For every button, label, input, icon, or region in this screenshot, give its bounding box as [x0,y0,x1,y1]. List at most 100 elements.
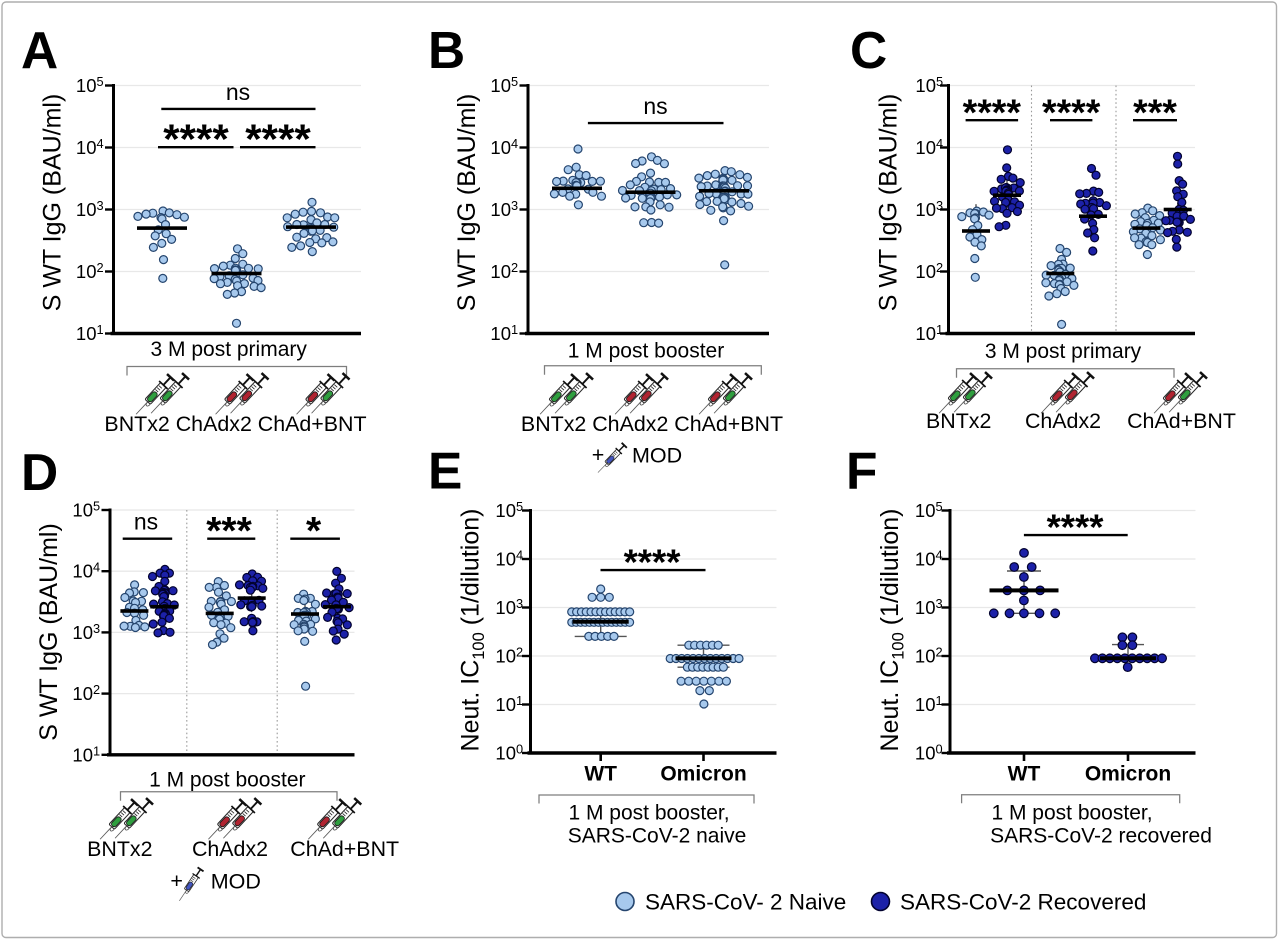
svg-text:Neut. IC100​ (1/dilution): Neut. IC100​ (1/dilution) [876,509,908,752]
svg-text:10: 10 [495,646,516,667]
svg-text:S WT IgG (BAU/ml): S WT IgG (BAU/ml) [453,94,481,312]
svg-text:****: **** [163,116,229,163]
svg-text:10: 10 [490,75,511,96]
svg-text:5: 5 [936,74,943,89]
svg-text:4: 4 [936,548,943,563]
svg-text:****: **** [963,91,1022,133]
svg-text:0: 0 [936,742,943,757]
svg-text:MOD: MOD [211,870,261,894]
svg-text:*: * [306,510,322,553]
svg-text:1 M post booster: 1 M post booster [149,769,305,792]
svg-text:3: 3 [93,621,100,636]
svg-text:10: 10 [490,199,511,220]
svg-text:10: 10 [915,323,936,344]
svg-text:10: 10 [915,75,936,96]
svg-text:1: 1 [516,693,523,708]
svg-text:4: 4 [97,136,104,151]
svg-text:****: **** [624,542,682,583]
svg-text:10: 10 [76,261,97,282]
svg-text:SARS-CoV-2 Recovered: SARS-CoV-2 Recovered [900,890,1146,915]
svg-text:10: 10 [495,549,516,570]
svg-text:1 M post booster: 1 M post booster [568,340,724,363]
svg-text:2: 2 [511,260,518,275]
svg-text:10: 10 [915,500,936,521]
svg-text:+: + [170,869,183,893]
svg-text:****: **** [1042,91,1101,133]
svg-text:10: 10 [915,199,936,220]
svg-text:BNTx2 ChAdx2 ChAd+BNT: BNTx2 ChAdx2 ChAd+BNT [521,412,783,436]
svg-text:5: 5 [516,499,523,514]
svg-text:5: 5 [511,74,518,89]
svg-text:Omicron: Omicron [660,763,746,786]
svg-text:3: 3 [936,198,943,213]
svg-text:10: 10 [490,323,511,344]
svg-text:2: 2 [936,645,943,660]
svg-text:ChAdx2: ChAdx2 [1025,409,1101,433]
svg-text:ns: ns [643,93,667,119]
svg-text:3: 3 [511,198,518,213]
svg-text:S WT IgG (BAU/ml): S WT IgG (BAU/ml) [35,523,63,741]
svg-text:SARS-CoV-2 naive: SARS-CoV-2 naive [568,825,747,848]
svg-text:3 M post primary: 3 M post primary [151,338,308,361]
svg-text:10: 10 [915,597,936,618]
svg-text:10: 10 [76,323,97,344]
svg-text:SARS-CoV- 2 Naive: SARS-CoV- 2 Naive [645,890,846,915]
svg-text:10: 10 [76,75,97,96]
svg-text:10: 10 [915,261,936,282]
svg-text:10: 10 [72,561,93,582]
svg-text:10: 10 [72,683,93,704]
svg-text:10: 10 [915,646,936,667]
svg-text:10: 10 [72,500,93,521]
svg-text:10: 10 [915,694,936,715]
svg-text:BNTx2: BNTx2 [87,837,152,861]
svg-text:F: F [846,442,877,500]
svg-text:4: 4 [516,548,523,563]
svg-text:ChAd+BNT: ChAd+BNT [1127,409,1236,433]
svg-text:10: 10 [490,137,511,158]
svg-text:ChAd+BNT: ChAd+BNT [290,837,399,861]
svg-text:B: B [428,21,465,79]
svg-text:5: 5 [936,499,943,514]
svg-text:***: *** [1133,91,1177,133]
svg-text:S WT IgG (BAU/ml): S WT IgG (BAU/ml) [39,94,67,312]
svg-text:4: 4 [511,136,518,151]
svg-text:10: 10 [495,694,516,715]
svg-text:****: **** [245,116,311,163]
svg-text:10: 10 [915,549,936,570]
svg-text:3 M post primary: 3 M post primary [985,340,1142,363]
svg-text:1: 1 [511,322,518,337]
svg-text:C: C [850,21,887,79]
svg-text:4: 4 [936,136,943,151]
svg-text:10: 10 [76,199,97,220]
svg-text:SARS-CoV-2 recovered: SARS-CoV-2 recovered [990,825,1212,848]
svg-text:10: 10 [915,137,936,158]
svg-text:WT: WT [1008,763,1041,786]
svg-text:MOD: MOD [632,444,682,468]
svg-text:2: 2 [97,260,104,275]
svg-text:3: 3 [516,596,523,611]
svg-text:10: 10 [72,622,93,643]
svg-text:S WT IgG (BAU/ml): S WT IgG (BAU/ml) [875,94,903,312]
svg-text:BNTx2: BNTx2 [926,409,991,433]
svg-text:1: 1 [936,322,943,337]
svg-text:1: 1 [97,322,104,337]
svg-text:10: 10 [76,137,97,158]
svg-text:BNTx2 ChAdx2 ChAd+BNT: BNTx2 ChAdx2 ChAd+BNT [104,412,366,436]
svg-text:2: 2 [516,645,523,660]
svg-text:A: A [21,21,58,79]
svg-text:E: E [428,442,462,500]
svg-text:10: 10 [72,744,93,765]
svg-text:1 M post booster,: 1 M post booster, [568,802,729,825]
svg-text:ns: ns [226,79,250,105]
svg-text:Omicron: Omicron [1085,763,1171,786]
svg-text:3: 3 [97,198,104,213]
svg-text:WT: WT [584,763,617,786]
svg-text:10: 10 [495,500,516,521]
svg-text:D: D [21,443,58,501]
svg-text:2: 2 [93,682,100,697]
svg-text:0: 0 [516,742,523,757]
svg-text:1: 1 [93,743,100,758]
svg-text:1: 1 [936,693,943,708]
svg-text:+: + [592,443,605,467]
svg-text:4: 4 [93,560,100,575]
